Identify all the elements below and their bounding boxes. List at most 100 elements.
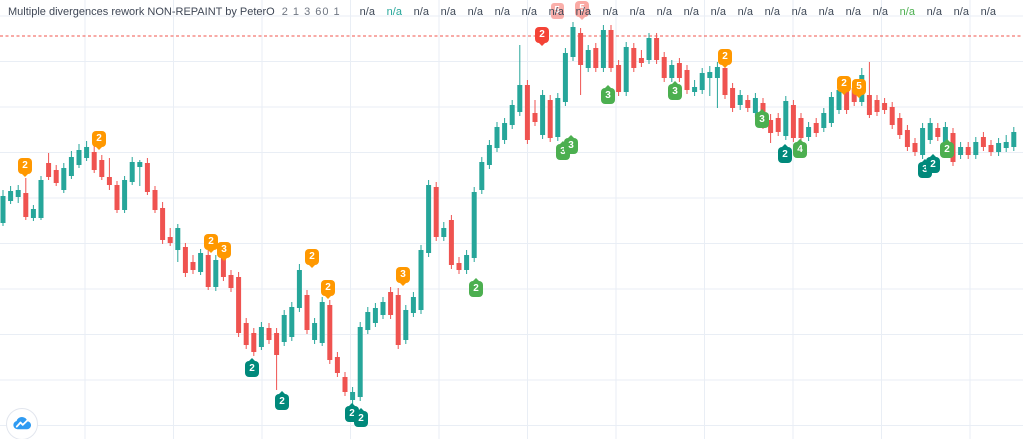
candle-body-down [851, 88, 857, 102]
status-value: 5 n/a [548, 3, 564, 19]
candle-body-down [23, 193, 29, 217]
candle-body-up [319, 302, 325, 343]
status-value: n/a [440, 6, 456, 18]
candle-body-down [547, 100, 553, 138]
indicator-status-row: Multiple divergences rework NON-REPAINT … [8, 3, 1008, 19]
candle-body-down [228, 275, 234, 288]
status-value: n/a [764, 6, 780, 18]
candle-body-up [692, 87, 698, 92]
candle-body-down [342, 377, 348, 392]
candle-body-down [99, 160, 105, 177]
candle-body-up [806, 127, 812, 137]
candle-body-down [904, 130, 910, 147]
candle-body-down [448, 220, 454, 265]
candle-body-down [745, 100, 751, 108]
candle-body-up [859, 75, 865, 102]
candle-body-down [243, 323, 249, 345]
candle-body-down [334, 357, 340, 373]
status-value: n/a [629, 6, 645, 18]
candle-body-up [38, 180, 44, 218]
candle-body-up [365, 312, 371, 330]
candle-body-up [600, 30, 606, 68]
candle-body-down [965, 147, 971, 155]
candle-body-up [486, 145, 492, 165]
candle-body-up [707, 72, 713, 78]
status-value: n/a [359, 6, 375, 18]
candle-body-up [289, 307, 295, 337]
candle-body-down [578, 33, 584, 65]
candle-body-up [471, 192, 477, 258]
candle-body-down [866, 95, 872, 115]
candle-body-down [882, 103, 888, 110]
candle-body-up [699, 73, 705, 90]
candle-body-down [813, 123, 819, 133]
status-value: n/a [494, 6, 510, 18]
candle-body-up [509, 105, 515, 125]
candle-body-up [714, 67, 720, 78]
status-value: n/a [710, 6, 726, 18]
candle-body-up [540, 95, 546, 135]
indicator-args[interactable]: 2 1 3 60 1 [281, 6, 341, 18]
candle-body-up [821, 113, 827, 128]
candle-body-down [654, 38, 660, 60]
candle-body-up [555, 98, 561, 137]
candle-body-down [760, 103, 766, 125]
candle-body-down [844, 88, 850, 110]
candle-body-down [114, 185, 120, 210]
candle-body-down [874, 100, 880, 112]
candle-body-up [494, 127, 500, 148]
candle-body-up [213, 260, 219, 287]
candle-body-down [46, 163, 52, 177]
candle-body-up [372, 308, 378, 323]
candle-body-up [357, 327, 363, 397]
candle-body-up [175, 228, 181, 250]
candle-body-down [53, 170, 59, 183]
candle-body-down [775, 118, 781, 132]
status-value: n/a [980, 6, 996, 18]
candle-body-down [91, 152, 97, 170]
candle-body-down [160, 208, 166, 240]
candle-body-down [897, 118, 903, 135]
status-value: n/a [791, 6, 807, 18]
status-value: n/a [872, 6, 888, 18]
candle-body-down [616, 65, 622, 92]
candle-body-up [296, 270, 302, 308]
candle-body-up [669, 65, 675, 78]
candle-body-down [251, 333, 257, 352]
candle-body-down [190, 262, 196, 270]
candle-body-up [996, 143, 1002, 152]
candle-body-up [783, 101, 789, 136]
status-value: n/a [683, 6, 699, 18]
candle-body-up [418, 250, 424, 310]
candle-body-up [502, 123, 508, 140]
status-value: n/a [386, 6, 402, 18]
candle-body-up [0, 196, 6, 223]
candle-body-up [927, 123, 933, 140]
candle-body-up [15, 190, 21, 197]
candle-body-down [889, 107, 895, 125]
data-provider-logo[interactable] [6, 408, 38, 439]
candle-body-down [638, 58, 644, 63]
candle-body-up [479, 162, 485, 190]
candle-body-down [631, 48, 637, 68]
candle-body-down [768, 120, 774, 133]
status-value: n/a [953, 6, 969, 18]
candle-body-up [410, 297, 416, 313]
candle-body-up [585, 50, 591, 68]
candle-body-up [646, 38, 652, 60]
candle-body-down [152, 190, 158, 210]
candle-body-down [608, 30, 614, 68]
candle-body-down [912, 143, 918, 152]
candle-body-up [84, 147, 90, 158]
candle-body-up [623, 47, 629, 92]
indicator-title[interactable]: Multiple divergences rework NON-REPAINT … [8, 6, 275, 18]
candle-body-down [304, 295, 310, 330]
candle-body-down [388, 292, 394, 315]
candle-body-up [973, 142, 979, 155]
candle-body-up [737, 95, 743, 105]
candle-body-up [30, 209, 36, 218]
status-value: n/a [656, 6, 672, 18]
candle-body-down [661, 57, 667, 78]
